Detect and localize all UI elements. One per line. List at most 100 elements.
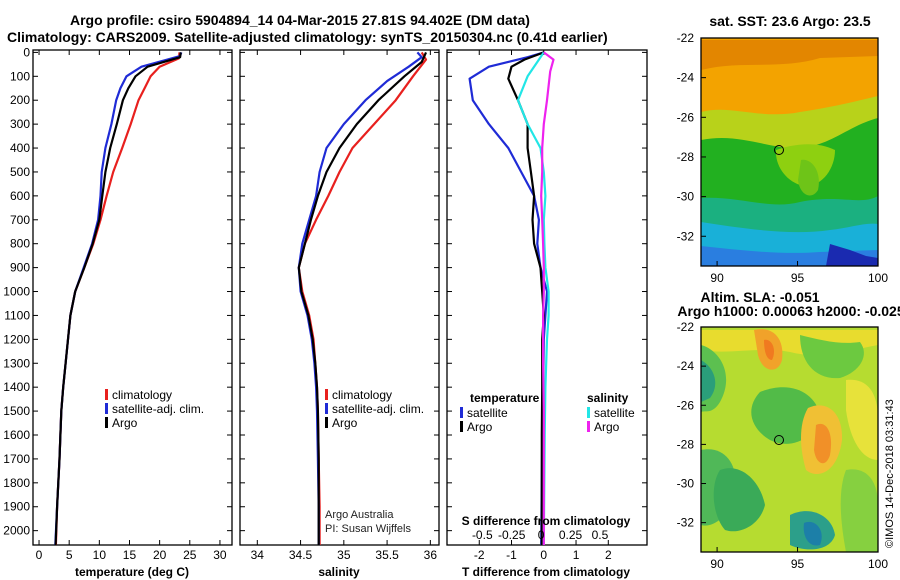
sla-heatmap <box>701 327 878 552</box>
x-tick-label: 36 <box>424 548 438 562</box>
difference-x-label: T difference from climatology <box>462 565 630 579</box>
map-x-tick-label: 90 <box>710 271 724 285</box>
legend-label: Argo <box>332 416 358 430</box>
x-tick-label: 30 <box>213 548 227 562</box>
legend-label: climatology <box>332 388 392 402</box>
sla-argo-position-marker <box>774 435 784 445</box>
legend-swatch <box>460 421 463 432</box>
x-tick-label: 20 <box>153 548 167 562</box>
legend-swatch <box>587 421 590 432</box>
temperature-axis-ticks: 0 5 10 15 20 25 300100200300400500600700800900… <box>3 45 232 562</box>
sla-map-subtitle: Argo h1000: 0.00063 h2000: -0.025 <box>677 303 900 319</box>
map-x-tick-label: 95 <box>791 271 805 285</box>
x-tick-label: 15 <box>123 548 137 562</box>
x-tick-label: 0 <box>36 548 43 562</box>
legend-swatch <box>325 403 328 414</box>
map-y-tick-label: -24 <box>677 71 695 85</box>
y-tick-label: 0 <box>23 45 30 59</box>
legend-swatch <box>325 389 328 400</box>
sla-map-panel: Altim. SLA: -0.051 Argo h1000: 0.00063 h… <box>677 289 900 571</box>
map-y-tick-label: -22 <box>677 31 695 45</box>
y-tick-label: 900 <box>10 261 30 275</box>
figure-title-line2: Climatology: CARS2009. Satellite-adjuste… <box>7 29 608 45</box>
salinity-x-label: salinity <box>318 565 360 579</box>
series-line-0 <box>468 51 549 545</box>
legend-swatch <box>460 407 463 418</box>
x-tick-label: 25 <box>183 548 197 562</box>
x-tick-label: -2 <box>474 548 485 562</box>
credit-argo-australia: Argo Australia <box>325 509 394 521</box>
x-tick-label: 10 <box>93 548 107 562</box>
map-y-tick-label: -32 <box>677 516 695 530</box>
legend-label: Argo <box>594 420 620 434</box>
map-x-tick-label: 100 <box>868 557 888 571</box>
salinity-plot-frame <box>239 49 440 546</box>
series-line-2 <box>54 52 182 545</box>
y-tick-label: 200 <box>10 93 30 107</box>
y-tick-label: 1900 <box>3 500 30 514</box>
legend-temperature-title: temperature <box>470 391 540 405</box>
temperature-series <box>54 52 183 545</box>
y-tick-label: 600 <box>10 189 30 203</box>
map-y-tick-label: -30 <box>677 477 695 491</box>
y-tick-label: 1400 <box>3 380 30 394</box>
x-tick-label: 5 <box>66 548 73 562</box>
sst-map-title: sat. SST: 23.6 Argo: 23.5 <box>709 13 871 29</box>
salinity-axis-ticks: 34 34.5 35 35.5 36 <box>240 50 439 562</box>
sst-map-panel: sat. SST: 23.6 Argo: 23.5 90 95 100 -22 -24 -… <box>677 13 889 285</box>
map-y-tick-label: -32 <box>677 229 695 243</box>
temperature-profile-panel: 0 5 10 15 20 25 300100200300400500600700800900… <box>3 45 233 579</box>
s-diff-tick-label: 0 <box>538 528 545 542</box>
x-tick-label: 34.5 <box>289 548 313 562</box>
legend-label: climatology <box>112 388 172 402</box>
salinity-profile-panel: 34 34.5 35 35.5 36 salinity climatologysatel… <box>239 49 440 579</box>
difference-series <box>468 51 555 545</box>
legend-salinity-title: salinity <box>587 391 629 405</box>
map-y-tick-label: -22 <box>677 320 695 334</box>
x-tick-label: -1 <box>506 548 517 562</box>
temperature-x-label: temperature (deg C) <box>75 565 189 579</box>
y-tick-label: 700 <box>10 213 30 227</box>
sst-argo-position-marker <box>774 145 784 155</box>
y-tick-label: 1600 <box>3 428 30 442</box>
y-tick-label: 1200 <box>3 332 30 346</box>
figure-title-line1: Argo profile: csiro 5904894_14 04-Mar-20… <box>70 12 530 28</box>
series-line-1 <box>507 51 545 545</box>
difference-profile-panel: -2 -1 0 1 2 T difference from climatology S … <box>446 49 648 579</box>
y-tick-label: 1700 <box>3 452 30 466</box>
legend-swatch <box>105 389 108 400</box>
y-tick-label: 400 <box>10 141 30 155</box>
y-tick-label: 1500 <box>3 404 30 418</box>
temperature-plot-frame <box>32 49 233 546</box>
map-y-tick-label: -30 <box>677 190 695 204</box>
y-tick-label: 1100 <box>4 308 30 322</box>
map-y-tick-label: -28 <box>677 150 695 164</box>
s-diff-tick-label: 0.25 <box>559 528 583 542</box>
y-tick-label: 1000 <box>3 285 30 299</box>
difference-plot-frame <box>446 49 648 546</box>
x-tick-label: 2 <box>605 548 612 562</box>
sla-map-title: Altim. SLA: -0.051 <box>700 289 819 305</box>
series-line-3 <box>540 51 555 545</box>
y-tick-label: 800 <box>10 237 30 251</box>
sst-map-ticks: 90 95 100 -22 -24 -26 -28 -30 -32 <box>677 31 889 285</box>
legend-swatch <box>105 417 108 428</box>
credit-pi: PI: Susan Wijffels <box>325 523 411 535</box>
map-x-tick-label: 95 <box>791 557 805 571</box>
y-tick-label: 500 <box>10 165 30 179</box>
legend-label: satellite-adj. clim. <box>332 402 424 416</box>
legend-swatch <box>105 403 108 414</box>
imos-credit: ©IMOS 14-Dec-2018 03:31:43 <box>884 399 896 548</box>
x-tick-label: 1 <box>573 548 580 562</box>
s-diff-tick-label: -0.5 <box>472 528 493 542</box>
x-tick-label: 34 <box>251 548 265 562</box>
series-line-2 <box>297 51 428 545</box>
y-tick-label: 100 <box>10 69 30 83</box>
y-tick-label: 300 <box>10 117 30 131</box>
legend-label: satellite <box>594 406 635 420</box>
x-tick-label: 35 <box>337 548 351 562</box>
sst-heatmap <box>701 38 878 266</box>
